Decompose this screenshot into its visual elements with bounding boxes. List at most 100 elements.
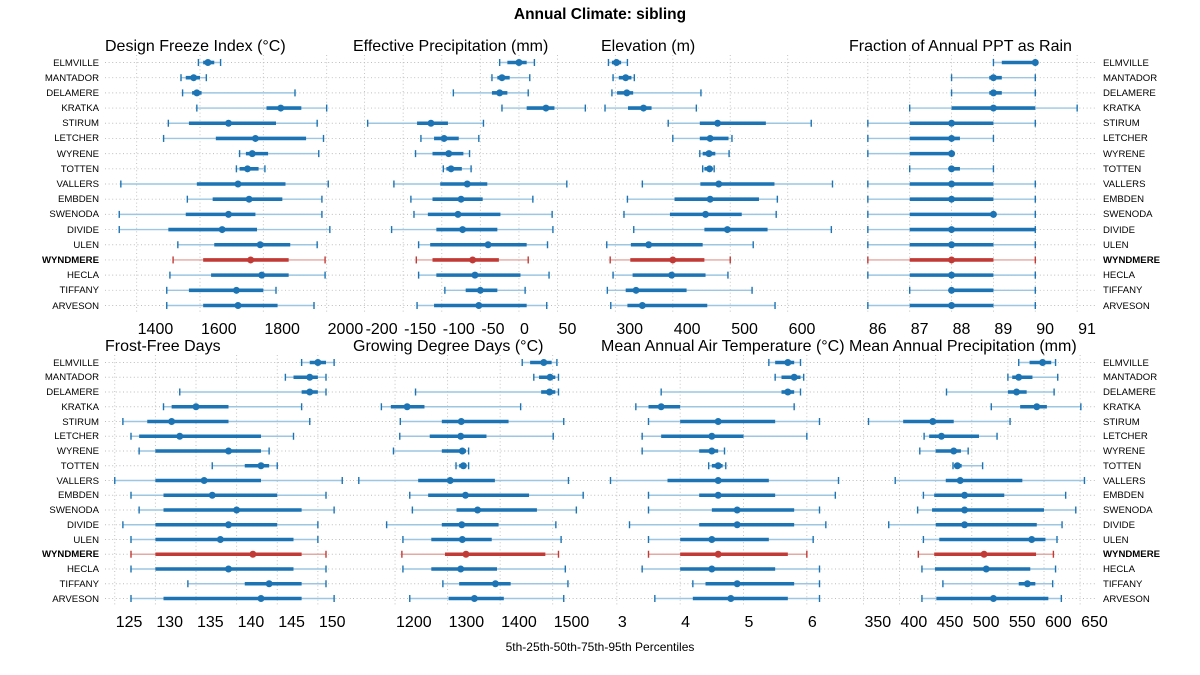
x-axis-tick-label: 1200 (396, 614, 432, 631)
median-dot (469, 256, 477, 264)
median-dot (714, 119, 722, 127)
median-dot (225, 119, 232, 127)
median-dot (638, 302, 646, 309)
panel-plot-5 (105, 355, 354, 608)
panel-canvas-2 (353, 55, 600, 313)
median-dot (948, 165, 956, 173)
median-dot (622, 74, 630, 82)
station-label-right-wyndmere: WYNDMERE (1103, 254, 1161, 266)
station-label-left-letcher: LETCHER (54, 133, 99, 145)
station-label-left-wyndmere: WYNDMERE (41, 254, 99, 266)
station-label-left-ulen: ULEN (73, 239, 99, 251)
median-dot (1031, 59, 1039, 66)
station-label-left-tiffany: TIFFANY (59, 578, 99, 590)
median-dot (540, 359, 548, 366)
median-dot (961, 521, 969, 529)
median-dot (457, 195, 465, 203)
median-dot (733, 580, 741, 588)
station-label-left-elmville: ELMVILLE (53, 57, 99, 69)
x-axis-tick-label: 5 (744, 614, 754, 631)
panel-plot-4 (849, 55, 1098, 315)
median-dot (457, 432, 465, 440)
station-label-left-elmville: ELMVILLE (53, 357, 99, 369)
station-label-right-delamere: DELAMERE (1103, 387, 1156, 398)
median-dot (249, 550, 257, 558)
station-label-right-hecla: HECLA (1103, 564, 1135, 575)
median-dot (937, 432, 945, 440)
panel-canvas-6 (353, 355, 600, 606)
median-dot (706, 195, 714, 203)
median-dot (314, 359, 322, 366)
median-dot (948, 180, 956, 188)
median-dot (668, 271, 676, 279)
median-dot (733, 521, 741, 529)
x-axis-tick-label: 1300 (448, 614, 485, 631)
x-axis-tick-label: 0 (519, 321, 529, 338)
median-dot (457, 565, 465, 573)
x-axis-tick-label: 400 (900, 614, 928, 631)
panel-canvas-8 (849, 355, 1096, 606)
median-dot (645, 241, 653, 249)
median-dot (948, 134, 956, 142)
median-dot (427, 119, 435, 127)
median-dot (948, 302, 956, 309)
station-label-left-mantador: MANTADOR (44, 372, 99, 384)
median-dot (733, 506, 741, 514)
x-axis-tick-label: 3 (617, 614, 627, 631)
station-label-right-swenoda: SWENODA (1103, 505, 1153, 516)
percentile-caption: 5th-25th-50th-75th-95th Percentiles (505, 640, 695, 654)
panel-canvas-7 (601, 355, 848, 606)
station-label-right-kratka: KRATKA (1103, 103, 1141, 115)
median-dot (265, 580, 273, 588)
median-dot (948, 150, 956, 158)
panel-plot-3 (601, 55, 850, 315)
x-axis-tick-label: 50 (558, 321, 577, 338)
median-dot (723, 226, 731, 234)
x-axis-tick-label: 650 (1081, 614, 1108, 631)
median-dot (956, 477, 964, 484)
median-dot (989, 74, 997, 82)
station-label-right-hecla: HECLA (1103, 270, 1135, 282)
median-dot (669, 256, 677, 264)
median-dot (440, 134, 448, 142)
median-dot (727, 595, 735, 602)
station-label-left-letcher: LETCHER (54, 431, 99, 443)
median-dot (216, 536, 224, 543)
median-dot (1013, 388, 1021, 396)
panel-strip-4: Fraction of Annual PPT as Rain (849, 38, 1072, 55)
median-dot (462, 550, 470, 558)
station-label-left-vallers: VALLERS (56, 475, 99, 487)
median-dot (204, 59, 212, 66)
panel-canvas-5 (105, 355, 352, 606)
station-label-left-arveson: ARVESON (52, 593, 99, 605)
median-dot (251, 134, 259, 142)
station-label-left-divide: DIVIDE (67, 519, 99, 531)
median-dot (234, 302, 242, 309)
x-axis-tick-label: 1600 (201, 321, 237, 338)
median-dot (225, 210, 232, 218)
median-dot (948, 256, 956, 264)
median-dot (471, 271, 479, 279)
x-axis-tick-label: 89 (994, 321, 1013, 338)
x-axis-tick-label: 91 (1078, 321, 1096, 338)
median-dot (705, 150, 713, 158)
panel-strip-1: Design Freeze Index (°C) (105, 38, 286, 55)
median-dot (784, 359, 792, 366)
median-dot (790, 373, 798, 381)
median-dot (208, 491, 216, 499)
median-dot (225, 565, 232, 573)
x-axis-tick-label: -100 (442, 321, 475, 338)
x-axis-tick-label: 550 (1008, 614, 1036, 631)
median-dot (948, 241, 956, 249)
median-dot (306, 373, 314, 381)
median-dot (706, 165, 714, 173)
station-label-left-totten: TOTTEN (60, 163, 99, 175)
median-dot (447, 165, 455, 173)
median-dot (989, 89, 997, 97)
station-label-right-elmville: ELMVILLE (1103, 357, 1149, 369)
x-axis-tick-label: 140 (237, 614, 265, 631)
x-axis-tick-label: 350 (864, 614, 892, 631)
station-label-left-wyrene: WYRENE (56, 446, 99, 457)
median-dot (225, 521, 232, 529)
station-label-right-wyndmere: WYNDMERE (1103, 549, 1161, 561)
